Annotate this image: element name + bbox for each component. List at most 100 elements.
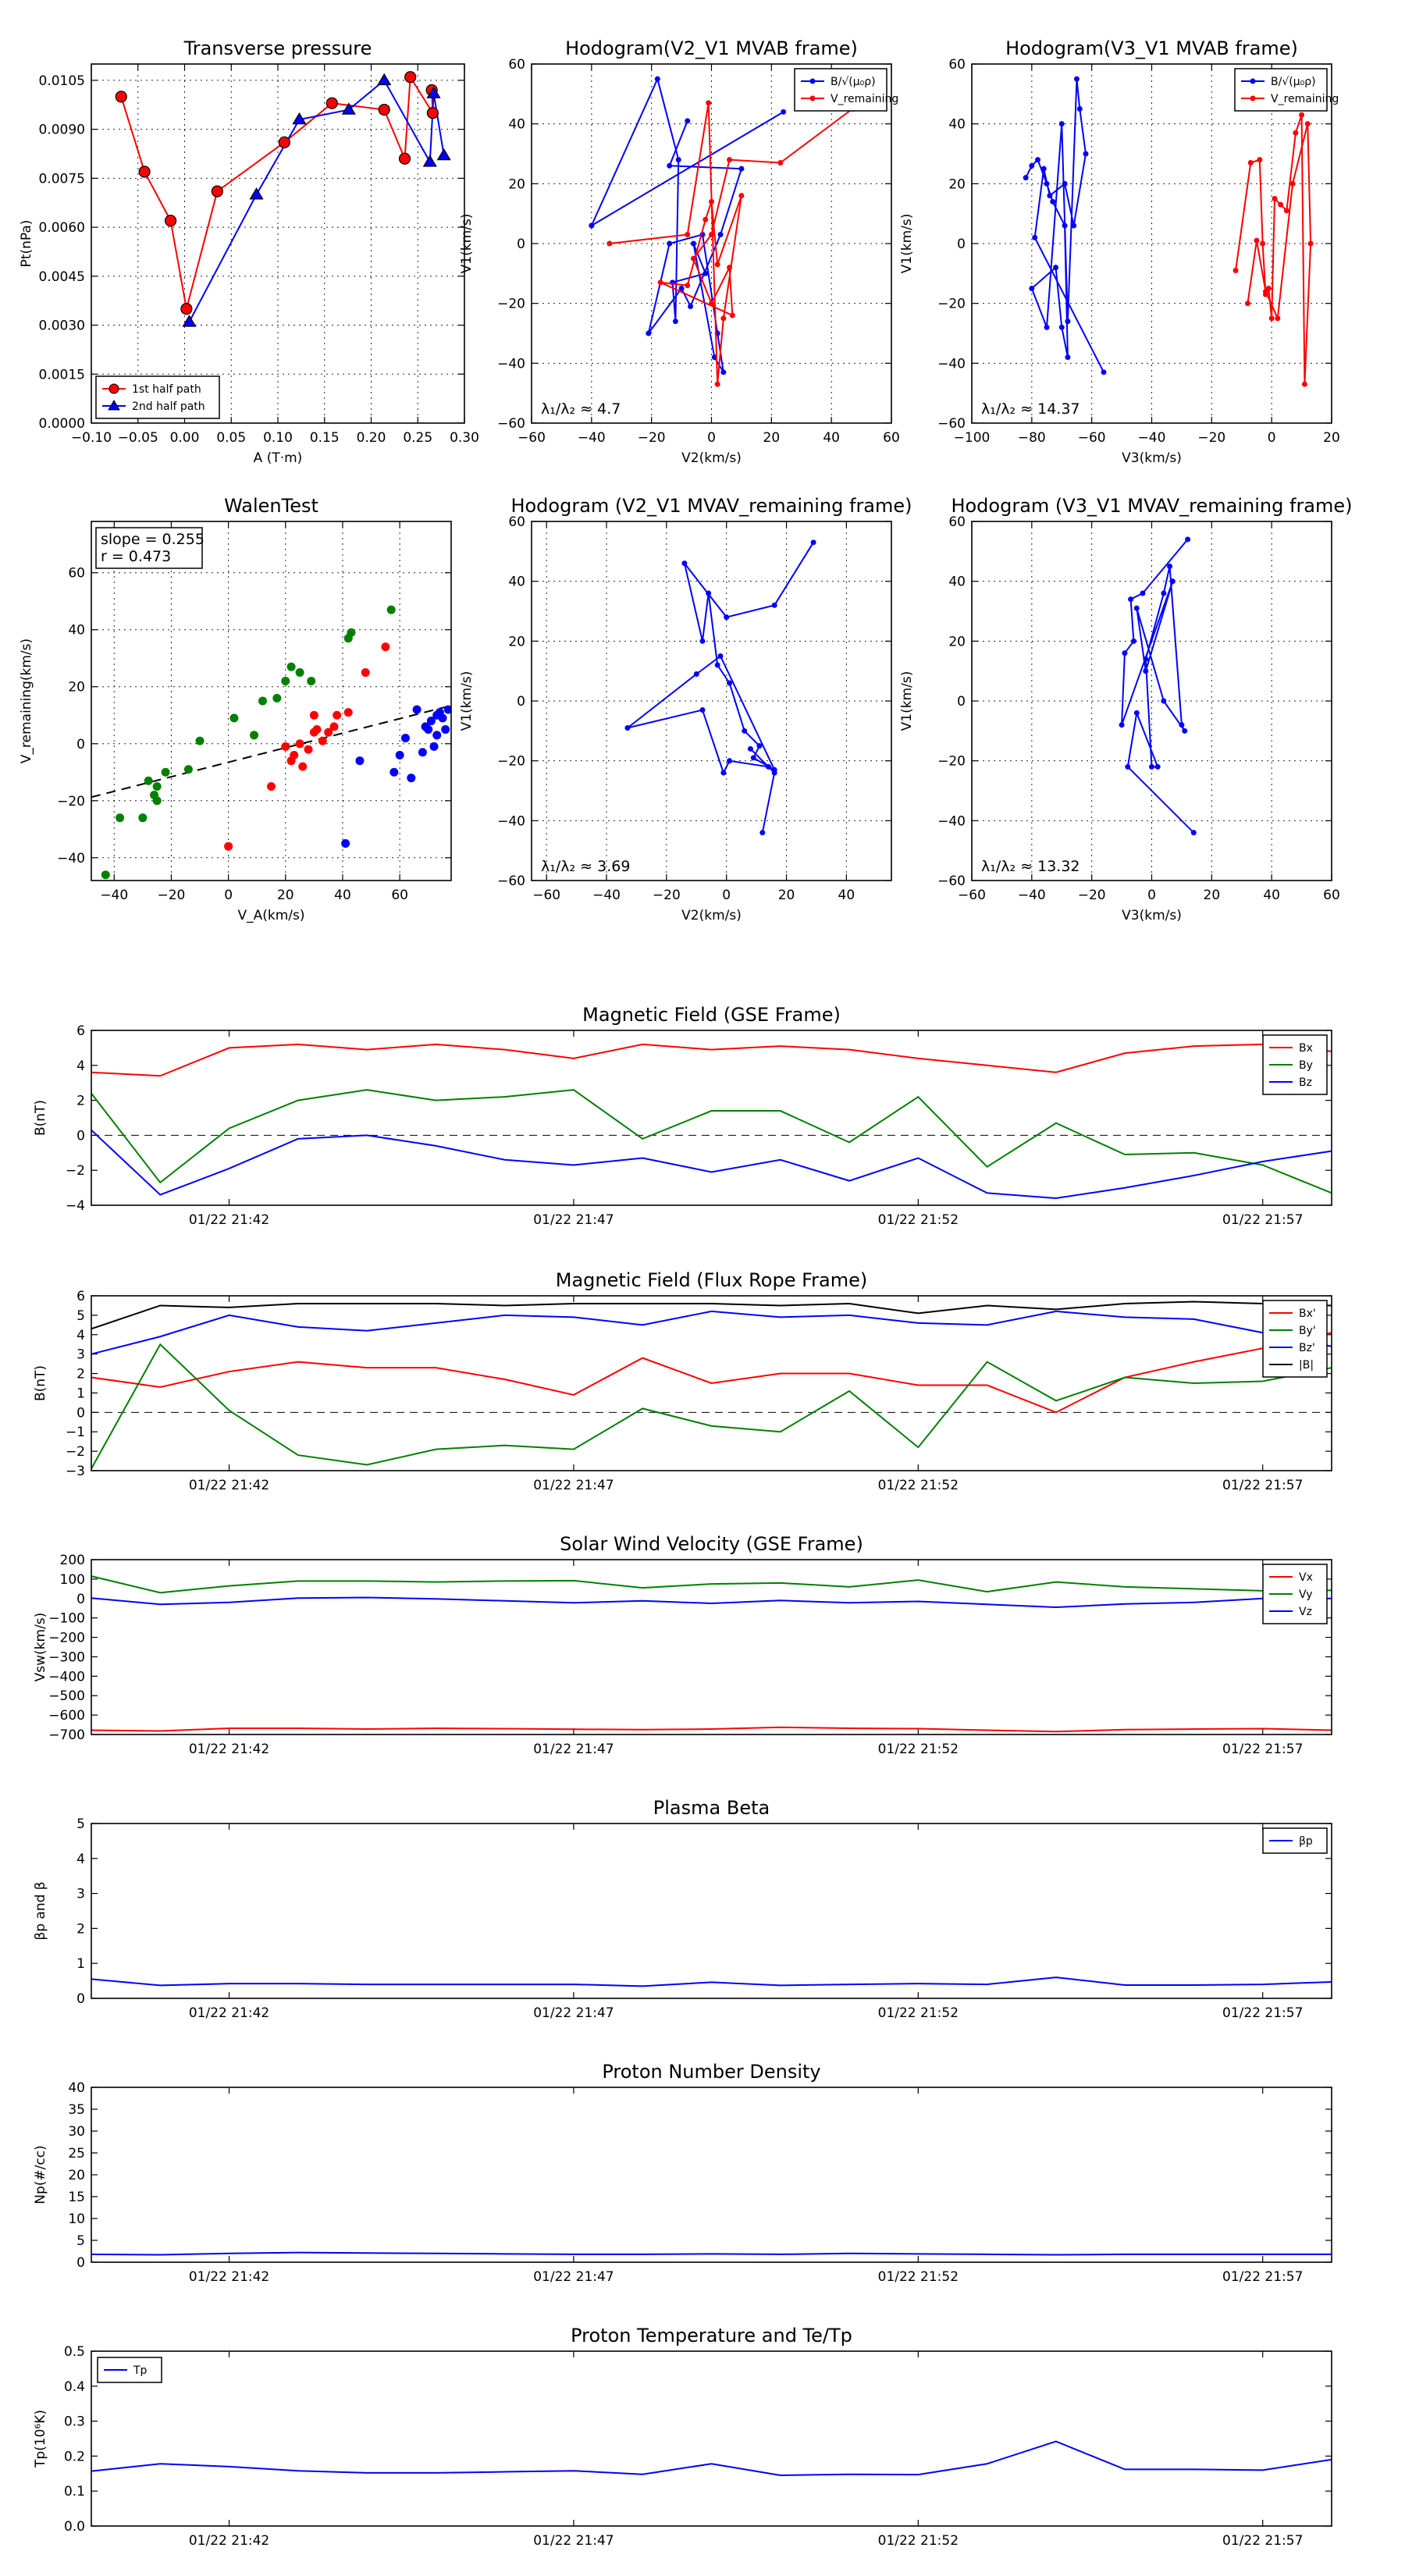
magnetic-field-flux-rope-ytick-label: 5 [76,1308,85,1324]
magnetic-field-flux-rope-ytick-label: 3 [76,1347,85,1363]
hodogram-v3-v1-mvav-series-vremaining-point [1119,722,1125,728]
hodogram-v3-v1-mvab-series-vremaining-point [1257,157,1263,163]
magnetic-field-gse-plot-area [91,1043,1332,1200]
hodogram-v3-v1-mvab-xtick-label: 0 [1268,430,1276,446]
walen-test-xtick-label: 60 [391,888,408,903]
solar-wind-velocity-ytick-label: −700 [48,1727,85,1743]
hodogram-v3-v1-mvav-series-vremaining-point [1190,830,1197,836]
walen-test-series-s2-point [400,733,410,742]
hodogram-v3-v1-mvav-xtick-label: −60 [958,888,986,903]
hodogram-v3-v1-mvab-ylabel: V1(km/s) [899,214,915,274]
hodogram-v3-v1-mvab-series-vremaining-point [1289,180,1296,187]
transverse-pressure-legend-label: 2nd half path [132,400,205,413]
transverse-pressure-series-2ndhalfpath-marker [341,102,356,115]
hodogram-v3-v1-mvav-ytick-label: 20 [948,634,966,649]
hodogram-v3-v1-mvav-series-vremaining-point [1161,590,1167,596]
hodogram-v3-v1-mvav-ytick-label: 60 [948,514,966,530]
transverse-pressure-xtick-label: 0.20 [357,430,386,446]
magnetic-field-gse-legend: Bx By Bz [1262,1034,1328,1095]
hodogram-v2-v1-mvab-series-b-point [720,369,727,375]
transverse-pressure-series-2ndhalfpath-line [188,79,445,322]
hodogram-v2-v1-mvav-ylabel: V1(km/s) [459,671,475,731]
hodogram-v2-v1-mvab-plot-area [589,76,855,387]
hodogram-v2-v1-mvab-legend-label: B/√(μ₀ρ) [831,76,876,88]
hodogram-v3-v1-mvab-ytick-label: 20 [948,176,966,192]
plasma-beta-legend-label: βp [1299,1835,1313,1848]
hodogram-v2-v1-mvab-title: Hodogram(V2_V1 MVAB frame) [565,37,858,59]
walen-test-series-s1-point [290,750,299,760]
magnetic-field-flux-rope-xtick-label: 01/22 21:47 [533,1478,614,1493]
proton-number-density-ytick-label: 5 [76,2233,85,2249]
hodogram-v2-v1-mvav-series-vremaining-point [720,770,727,776]
hodogram-v2-v1-mvav-xtick-label: −40 [592,888,621,903]
walen-test-ylabel: V_remaining(km/s) [19,639,34,763]
walen-test-series-s2-point [355,756,365,766]
proton-temperature-plot-area [91,2440,1332,2477]
hodogram-v3-v1-mvav-series-vremaining-point [1130,638,1136,644]
walen-test-series-s0-point [183,765,193,774]
walen-test-ytick-label: 40 [68,623,85,639]
walen-test-series-s2-point [418,748,427,757]
hodogram-v2-v1-mvab-legend-marker [809,95,816,101]
transverse-pressure-series-1sthalfpath-marker [115,91,127,103]
hodogram-v3-v1-mvab-series-b-point [1062,222,1068,229]
hodogram-v2-v1-mvav-series-vremaining-point [727,758,733,764]
plasma-beta-xtick-label: 01/22 21:57 [1222,2005,1303,2021]
hodogram-v2-v1-mvav-series-vremaining-point [699,707,706,713]
hodogram-v3-v1-mvab-chart: −100 −80 −60 −40 −20 0 20 −60 −40 −20 0 20 40 60 Hodog… [899,37,1340,466]
plasma-beta-ylabel: βp and β [33,1881,48,1940]
magnetic-field-gse-series-bx-line [91,1043,1332,1077]
hodogram-v2-v1-mvab-legend-marker [809,78,816,84]
hodogram-v3-v1-mvab-series-vremaining-point [1275,315,1281,322]
hodogram-v3-v1-mvab-series-b-point [1058,324,1065,330]
hodogram-v2-v1-mvab-series-b-point [690,240,696,247]
hodogram-v2-v1-mvab-series-vremaining-point [714,381,720,387]
hodogram-v2-v1-mvav-series-vremaining-point [750,755,756,761]
proton-number-density-axes-frame [91,2087,1332,2263]
hodogram-v2-v1-mvab-series-vremaining-point [702,216,709,222]
transverse-pressure-title: Transverse pressure [183,37,372,59]
transverse-pressure-series-1sthalfpath-marker [180,303,193,315]
hodogram-v2-v1-mvab-legend: B/√(μ₀ρ) V_remaining [794,68,898,112]
transverse-pressure-series-2ndhalfpath-marker [377,73,392,86]
proton-temperature-chart: 01/22 21:42 01/22 21:47 01/22 21:52 01/22 2… [33,2325,1332,2549]
hodogram-v3-v1-mvab-series-vremaining-point [1278,201,1284,208]
walen-test-series-s0-point [116,813,125,823]
proton-temperature-ytick-label: 0.2 [64,2449,85,2464]
magnetic-field-gse-ytick-label: −2 [66,1163,85,1179]
hodogram-v3-v1-mvav-xtick-label: 0 [1147,888,1156,903]
proton-temperature-ytick-label: 0.1 [64,2484,85,2500]
magnetic-field-flux-rope-legend-label: Bz' [1299,1342,1315,1354]
solar-wind-velocity-legend: Vx Vy Vz [1262,1564,1328,1624]
hodogram-v3-v1-mvav-plot-area [1119,536,1197,836]
proton-number-density-xtick-label: 01/22 21:52 [878,2269,959,2285]
solar-wind-velocity-xtick-label: 01/22 21:52 [878,1742,959,1757]
hodogram-v3-v1-mvab-series-vremaining-point [1244,301,1250,307]
hodogram-v2-v1-mvab-series-b-point [717,232,724,237]
proton-temperature-ylabel: Tp(10⁶K) [33,2410,48,2468]
hodogram-v2-v1-mvab-xtick-label: −20 [638,430,666,446]
hodogram-v3-v1-mvab-xtick-label: −80 [1018,430,1046,446]
hodogram-v2-v1-mvav-xtick-label: 0 [722,888,731,903]
walen-test-series-s0-point [152,796,162,806]
proton-temperature-xtick-label: 01/22 21:47 [533,2533,614,2549]
hodogram-v2-v1-mvab-xtick-label: 20 [763,430,781,446]
hodogram-v2-v1-mvab-series-vremaining-point [727,265,733,271]
hodogram-v3-v1-mvab-xlabel: V3(km/s) [1122,450,1182,466]
hodogram-v3-v1-mvav-series-vremaining-point [1167,564,1173,569]
hodogram-v3-v1-mvab-ytick-label: 40 [948,117,966,133]
hodogram-v3-v1-mvab-ytick-label: −20 [937,297,966,312]
hodogram-v2-v1-mvab-series-vremaining-point [685,283,691,289]
hodogram-v2-v1-mvab-ylabel: V1(km/s) [459,214,475,274]
transverse-pressure-series-1sthalfpath-marker [211,185,223,197]
hodogram-v3-v1-mvav-series-vremaining-point [1122,650,1128,656]
transverse-pressure-series-2ndhalfpath-marker [436,148,451,161]
transverse-pressure-series-2ndhalfpath-marker [292,112,307,125]
magnetic-field-gse-ytick-label: 2 [76,1094,85,1109]
walen-test-series-s0-point [195,736,205,745]
proton-number-density-ytick-label: 10 [68,2211,85,2227]
transverse-pressure-legend-box [95,375,220,419]
hodogram-v3-v1-mvab-series-b-point [1029,162,1035,169]
walen-test-series-s0-point [286,662,296,671]
hodogram-v2-v1-mvab-series-vremaining-point [709,301,714,307]
